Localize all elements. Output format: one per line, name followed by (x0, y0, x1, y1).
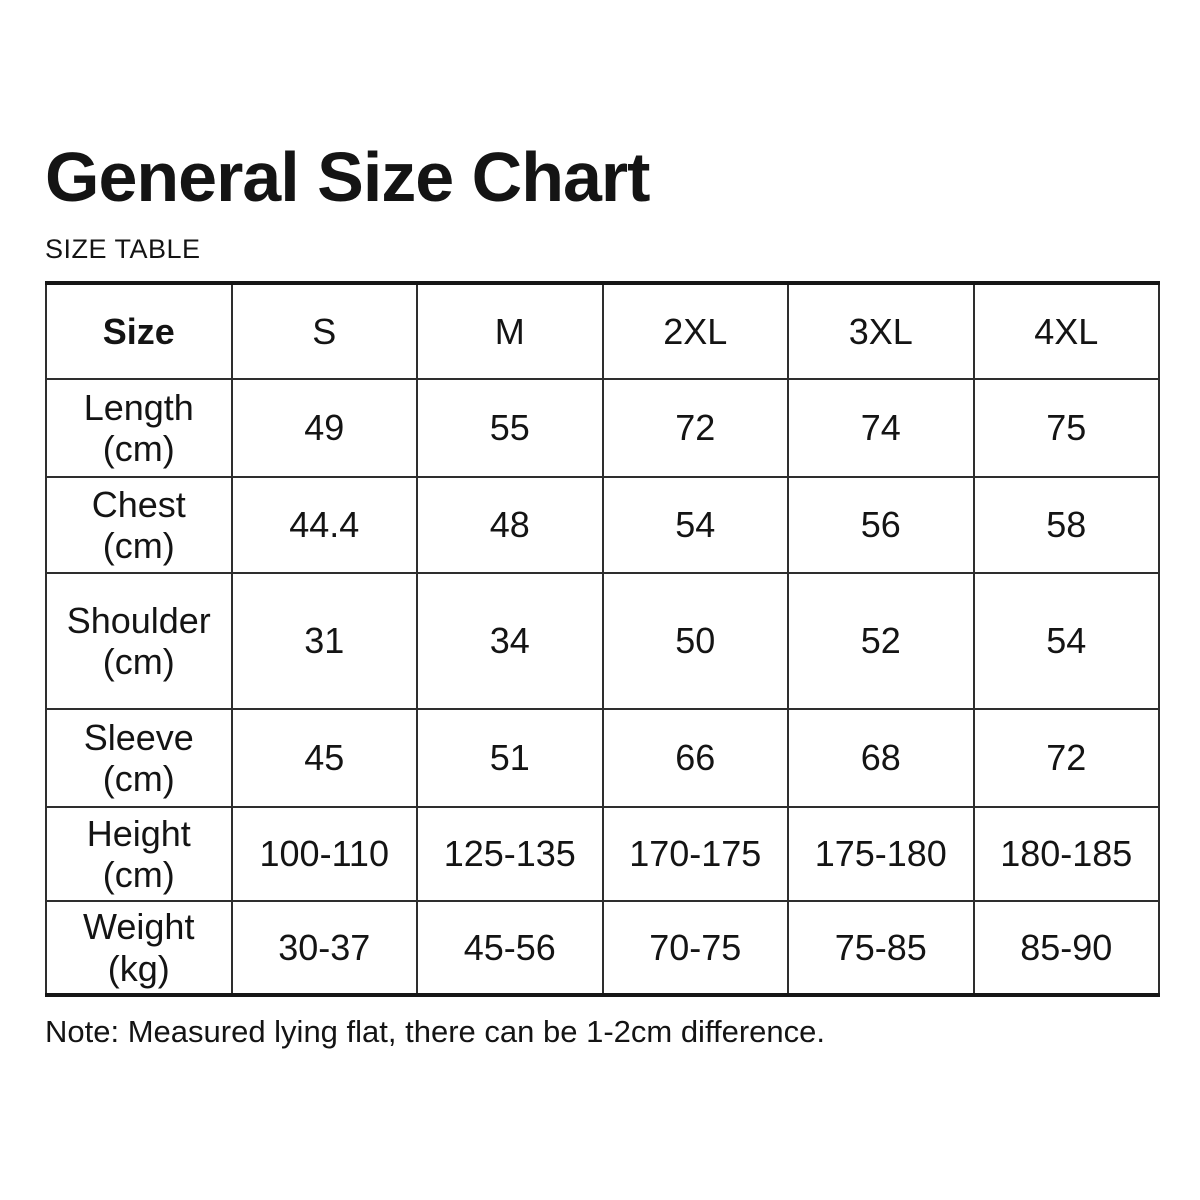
table-row-length: Length (cm) 49 55 72 74 75 (45, 378, 1160, 478)
cell-sleeve-4xl: 72 (972, 708, 1160, 808)
cell-length-3xl: 74 (787, 378, 975, 478)
row-label-shoulder: Shoulder (cm) (45, 572, 233, 710)
cell-length-4xl: 75 (972, 378, 1160, 478)
cell-length-m: 55 (416, 378, 604, 478)
size-table: Size S M 2XL 3XL 4XL Length (cm) 49 55 7… (45, 281, 1160, 997)
row-label-chest: Chest (cm) (45, 476, 233, 574)
cell-weight-3xl: 75-85 (787, 900, 975, 996)
row-label-name: Height (86, 812, 191, 854)
row-label-unit: (cm) (102, 428, 175, 469)
header-cell-2xl: 2XL (601, 282, 789, 380)
cell-length-s: 49 (230, 378, 418, 478)
cell-chest-4xl: 58 (972, 476, 1160, 574)
content-area: General Size Chart SIZE TABLE Size S M 2… (45, 138, 1160, 1049)
cell-sleeve-m: 51 (416, 708, 604, 808)
cell-shoulder-4xl: 54 (972, 572, 1160, 710)
header-cell-3xl: 3XL (787, 282, 975, 380)
page-title: General Size Chart (45, 138, 650, 216)
row-label-unit: (kg) (107, 947, 170, 989)
cell-shoulder-2xl: 50 (601, 572, 789, 710)
header-cell-s: S (230, 282, 418, 380)
row-label-name: Chest (91, 483, 186, 525)
row-label-unit: (cm) (102, 854, 175, 895)
row-label-name: Sleeve (83, 716, 194, 758)
row-label-name: Shoulder (66, 599, 211, 641)
cell-weight-s: 30-37 (230, 900, 418, 996)
row-label-name: Length (83, 386, 194, 428)
cell-height-m: 125-135 (416, 806, 604, 902)
header-cell-m: M (416, 282, 604, 380)
row-label-length: Length (cm) (45, 378, 233, 478)
cell-weight-2xl: 70-75 (601, 900, 789, 996)
cell-sleeve-3xl: 68 (787, 708, 975, 808)
cell-height-2xl: 170-175 (601, 806, 789, 902)
table-row-chest: Chest (cm) 44.4 48 54 56 58 (45, 476, 1160, 574)
page-subtitle: SIZE TABLE (45, 234, 201, 264)
header-cell-size: Size (45, 282, 233, 380)
row-label-sleeve: Sleeve (cm) (45, 708, 233, 808)
header-cell-4xl: 4XL (972, 282, 1160, 380)
cell-chest-s: 44.4 (230, 476, 418, 574)
cell-sleeve-2xl: 66 (601, 708, 789, 808)
cell-shoulder-3xl: 52 (787, 572, 975, 710)
cell-chest-2xl: 54 (601, 476, 789, 574)
cell-chest-m: 48 (416, 476, 604, 574)
cell-weight-m: 45-56 (416, 900, 604, 996)
table-header-row: Size S M 2XL 3XL 4XL (45, 282, 1160, 380)
row-label-unit: (cm) (102, 525, 175, 566)
table-row-sleeve: Sleeve (cm) 45 51 66 68 72 (45, 708, 1160, 808)
table-row-weight: Weight (kg) 30-37 45-56 70-75 75-85 85-9… (45, 900, 1160, 996)
row-label-weight: Weight (kg) (45, 900, 233, 996)
cell-shoulder-m: 34 (416, 572, 604, 710)
note-text: Note: Measured lying flat, there can be … (45, 1014, 826, 1049)
cell-chest-3xl: 56 (787, 476, 975, 574)
row-label-name: Weight (83, 906, 195, 948)
row-label-height: Height (cm) (45, 806, 233, 902)
cell-height-s: 100-110 (230, 806, 418, 902)
row-label-unit: (cm) (102, 758, 175, 799)
table-row-height: Height (cm) 100-110 125-135 170-175 175-… (45, 806, 1160, 902)
cell-weight-4xl: 85-90 (972, 900, 1160, 996)
cell-length-2xl: 72 (601, 378, 789, 478)
cell-sleeve-s: 45 (230, 708, 418, 808)
table-row-shoulder: Shoulder (cm) 31 34 50 52 54 (45, 572, 1160, 710)
cell-height-4xl: 180-185 (972, 806, 1160, 902)
cell-shoulder-s: 31 (230, 572, 418, 710)
row-label-unit: (cm) (102, 641, 175, 682)
cell-height-3xl: 175-180 (787, 806, 975, 902)
